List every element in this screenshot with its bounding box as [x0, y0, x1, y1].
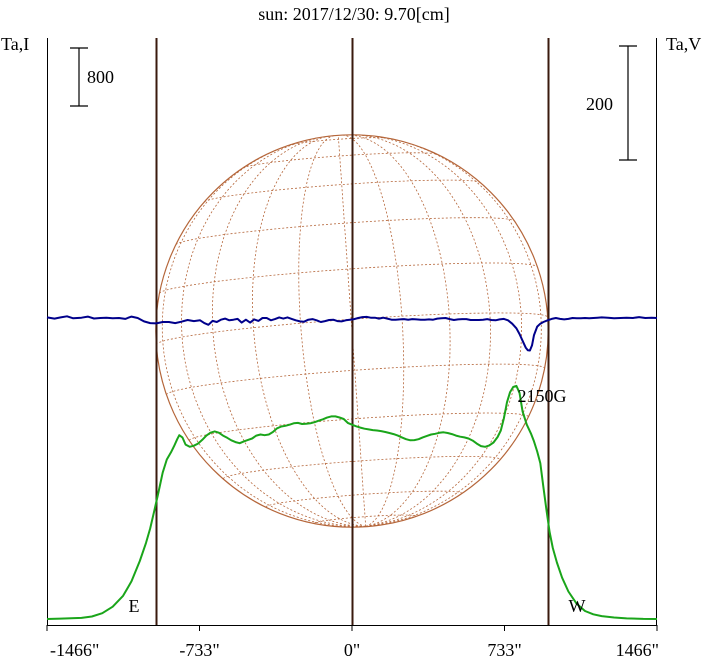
x-tick-label: -1466" [50, 640, 99, 660]
disk-longitude-line [161, 143, 366, 527]
disk-longitude-line [298, 135, 366, 527]
disk-latitude-line [265, 490, 463, 508]
x-tick-label: 733" [487, 640, 521, 660]
series-layer [46, 315, 658, 620]
disk-latitude-line [175, 217, 515, 245]
disk-longitude-line [352, 134, 491, 527]
disk-latitude-line [242, 152, 438, 169]
scale-bar-v [619, 45, 637, 161]
disk-longitude-line [337, 135, 367, 527]
disk-longitude-line [212, 136, 366, 527]
disk-longitude-line [365, 136, 542, 527]
x-tick-label: 1466" [616, 640, 659, 660]
scale-bars [70, 45, 637, 161]
disk-longitude-line [360, 134, 522, 527]
scale-bar-i [70, 47, 88, 107]
scale-bar-v-label: 200 [586, 94, 613, 114]
disk-longitude-line [252, 135, 366, 527]
disk-latitude-line [222, 456, 501, 479]
limb-marker-west: W [569, 596, 586, 616]
stokes-v-line [46, 315, 658, 352]
left-axis-label: Ta,I [1, 34, 29, 54]
x-tick-label: -733" [179, 640, 219, 660]
scale-bar-i-label: 800 [87, 67, 114, 87]
x-tick-label: 0" [344, 640, 360, 660]
disk-longitude-line [342, 134, 405, 527]
field-strength-annotation: 2150G [518, 386, 567, 406]
stokes-i-line [46, 384, 658, 620]
limb-marker-east: E [129, 596, 140, 616]
reference-lines [155, 38, 550, 625]
x-axis-ticks: -1466" -733" 0" 733" 1466" [46, 625, 659, 660]
right-axis-label: Ta,V [666, 34, 701, 54]
chart-title: sun: 2017/12/30: 9.70[cm] [258, 4, 450, 24]
disk-latitude-line [159, 262, 538, 294]
disk-longitude-line [346, 134, 451, 527]
